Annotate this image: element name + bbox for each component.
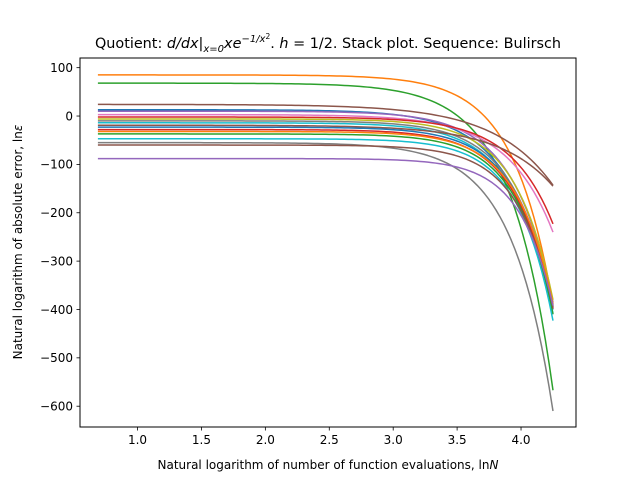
series-line-17 <box>97 141 554 412</box>
y-axis: 100 0 −100 −200 −300 −400 −500 −600 <box>40 61 80 414</box>
series-line-16 <box>97 138 554 321</box>
series-line-7 <box>97 116 554 225</box>
x-tick-label: 3.5 <box>448 433 467 447</box>
series-line-9 <box>97 120 554 308</box>
y-tick-label: −600 <box>40 400 73 414</box>
series-line-6 <box>97 113 554 233</box>
x-tick-label: 2.5 <box>320 433 339 447</box>
x-tick-label: 3.0 <box>384 433 403 447</box>
series-line-10 <box>97 122 554 314</box>
x-tick-label: 1.5 <box>192 433 211 447</box>
y-tick-label: −300 <box>40 254 73 268</box>
y-tick-label: −400 <box>40 303 73 317</box>
series-line-11 <box>97 124 554 187</box>
y-tick-label: −200 <box>40 206 73 220</box>
series-line-12 <box>97 126 554 306</box>
x-tick-label: 1.0 <box>128 433 147 447</box>
series-line-8 <box>97 118 554 300</box>
x-tick-label: 4.0 <box>511 433 530 447</box>
chart-title: Quotient: d/dx|x=0xe−1/x2. h = 1/2. Stac… <box>95 32 561 55</box>
y-tick-label: −100 <box>40 158 73 172</box>
series-line-18 <box>97 144 554 308</box>
y-tick-label: −500 <box>40 351 73 365</box>
series-line-19 <box>97 157 554 306</box>
series-line-14 <box>97 130 554 304</box>
x-axis: 1.0 1.5 2.0 2.5 3.0 3.5 4.0 <box>128 427 531 447</box>
x-tick-label: 2.0 <box>256 433 275 447</box>
series-line-15 <box>97 133 554 315</box>
series-line-1 <box>97 74 554 305</box>
y-tick-label: 100 <box>50 61 73 75</box>
y-axis-label: Natural logarithm of absolute error, lnε <box>11 124 25 359</box>
series-layer <box>97 74 554 412</box>
x-axis-label: Natural logarithm of number of function … <box>158 458 499 472</box>
plot-frame <box>79 57 577 428</box>
y-tick-label: 0 <box>65 109 73 123</box>
series-line-3 <box>97 103 554 186</box>
